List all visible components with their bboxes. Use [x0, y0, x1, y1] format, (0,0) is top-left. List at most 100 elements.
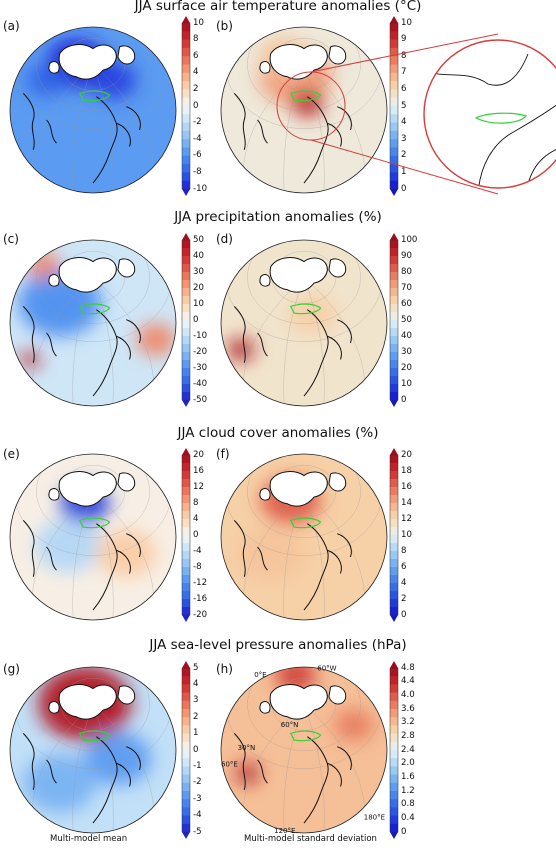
study-region-outline: [289, 303, 322, 315]
colorbar-tick-label: -4: [193, 545, 202, 556]
colorbar-segment: [182, 725, 190, 735]
coordinate-label: 60°E: [221, 761, 238, 769]
colorbar-tick-label: 6: [193, 50, 199, 61]
colorbar-segment: [182, 172, 190, 182]
colorbar-segment: [182, 709, 190, 718]
colorbar-segment: [390, 392, 398, 401]
row-title-cloud-cover: JJA cloud cover anomalies (%): [177, 425, 379, 441]
field-anomaly-blob: [333, 709, 374, 742]
study-region-outline: [78, 303, 111, 315]
colorbar-segment: [182, 312, 190, 321]
colorbar-segment: [182, 155, 190, 165]
colorbar-tick-label: 100: [401, 234, 418, 245]
colorbar-tick-label: -12: [193, 577, 208, 588]
colorbar-tick-label: 90: [401, 250, 412, 261]
graticule-latitude: [247, 454, 361, 538]
colorbar-tick-label: 50: [193, 234, 204, 245]
colorbar-tick-label: 10: [401, 378, 412, 389]
colorbar-segment: [390, 312, 398, 321]
colorbar-tick-label: 4.0: [401, 689, 415, 700]
asia-coastline: [92, 523, 141, 611]
colorbar-max-arrow: [390, 448, 398, 455]
colorbar-max-arrow: [182, 448, 190, 455]
colorbar-tick-label: 6: [401, 83, 407, 94]
colorbar-segment: [390, 758, 398, 767]
colorbar-segment: [182, 676, 190, 685]
panel-label-e: (e): [3, 447, 20, 461]
colorbar-temperature-std: [389, 16, 399, 196]
field-anomaly-blob: [290, 90, 324, 117]
colorbar-segment: [390, 463, 398, 472]
study-region-outline: [78, 730, 111, 742]
arctic-islands-mask: [48, 472, 136, 501]
asia-coastline: [303, 736, 352, 824]
graticule-latitude: [36, 667, 150, 751]
graticule-latitude: [247, 667, 361, 751]
colorbar-tick-label: 2: [401, 593, 407, 604]
colorbar-tick-label: -3: [193, 793, 202, 804]
field-anomaly-blob: [23, 753, 97, 813]
colorbar-tick-label: 8: [193, 497, 199, 508]
colorbar-segment: [390, 692, 398, 702]
colorbar-tick-label: -1: [193, 760, 202, 771]
colorbar-tick-label: -4: [193, 810, 202, 821]
colorbar-segment: [182, 122, 190, 132]
colorbar-segment: [182, 487, 190, 496]
colorbar-precipitation-std: [389, 233, 399, 407]
colorbar-segment: [182, 240, 190, 249]
inset-zoom: [276, 33, 556, 195]
colorbar-segment: [182, 180, 190, 190]
colorbar-frame: [389, 454, 399, 616]
colorbar-tick-label: -8: [193, 166, 202, 177]
europe-coastline: [233, 520, 268, 577]
globe-precipitation-std: [220, 239, 388, 407]
asia-coastline: [303, 96, 352, 184]
colorbar-segment: [390, 64, 398, 74]
colorbar-segment: [390, 336, 398, 345]
colorbar-segment: [390, 328, 398, 337]
zoom-connector-bottom: [310, 139, 499, 195]
colorbar-segment: [182, 89, 190, 99]
colorbar-segment: [390, 511, 398, 520]
graticule-latitude: [36, 240, 150, 324]
europe-coastline: [233, 93, 268, 150]
graticule-meridian: [303, 704, 325, 833]
study-region-outline: [289, 90, 322, 102]
panel-label-h: (h): [216, 662, 233, 676]
coordinate-label: 60°W: [317, 664, 336, 672]
colorbar-tick-label: -2: [193, 777, 202, 788]
colorbar-segment: [182, 72, 190, 82]
colorbar-segment: [390, 815, 398, 825]
colorbar-segment: [182, 559, 190, 568]
colorbar-tick-label: 10: [193, 298, 204, 309]
colorbar-tick-label: 3.2: [401, 717, 415, 728]
colorbar-tick-label: 40: [401, 330, 412, 341]
graticule-meridian: [92, 704, 114, 833]
colorbar-tick-label: -4: [193, 133, 202, 144]
colorbar-tick-label: 1.6: [401, 771, 415, 782]
colorbar-segment: [390, 264, 398, 273]
colorbar-tick-label: 8: [401, 545, 407, 556]
colorbar-tick-label: 3: [193, 695, 199, 706]
colorbar-segment: [390, 823, 398, 833]
colorbar-segment: [390, 164, 398, 173]
colorbar-segment: [390, 180, 398, 190]
colorbar-segment: [182, 130, 190, 140]
colorbar-segment: [182, 114, 190, 124]
europe-coastline: [22, 520, 57, 577]
colorbar-tick-label: 9: [401, 34, 407, 45]
colorbar-segment: [390, 487, 398, 496]
colorbar-segment: [182, 280, 190, 289]
colorbar-segment: [390, 559, 398, 568]
colorbar-segment: [390, 750, 398, 759]
colorbar-tick-label: -6: [193, 150, 202, 161]
globe-slp-std: 0°E 60°W 60°N 30°N 60°E 180°E 120°E: [220, 664, 388, 835]
globe-outline: [220, 666, 388, 834]
colorbar-segment: [390, 360, 398, 369]
colorbar-frame: [181, 239, 191, 401]
field-anomaly-blob: [287, 294, 338, 335]
colorbar-tick-label: 2.0: [401, 758, 415, 769]
colorbar-tick-label: 10: [193, 17, 204, 28]
colorbar-segment: [182, 296, 190, 305]
colorbar-segment: [182, 97, 190, 107]
